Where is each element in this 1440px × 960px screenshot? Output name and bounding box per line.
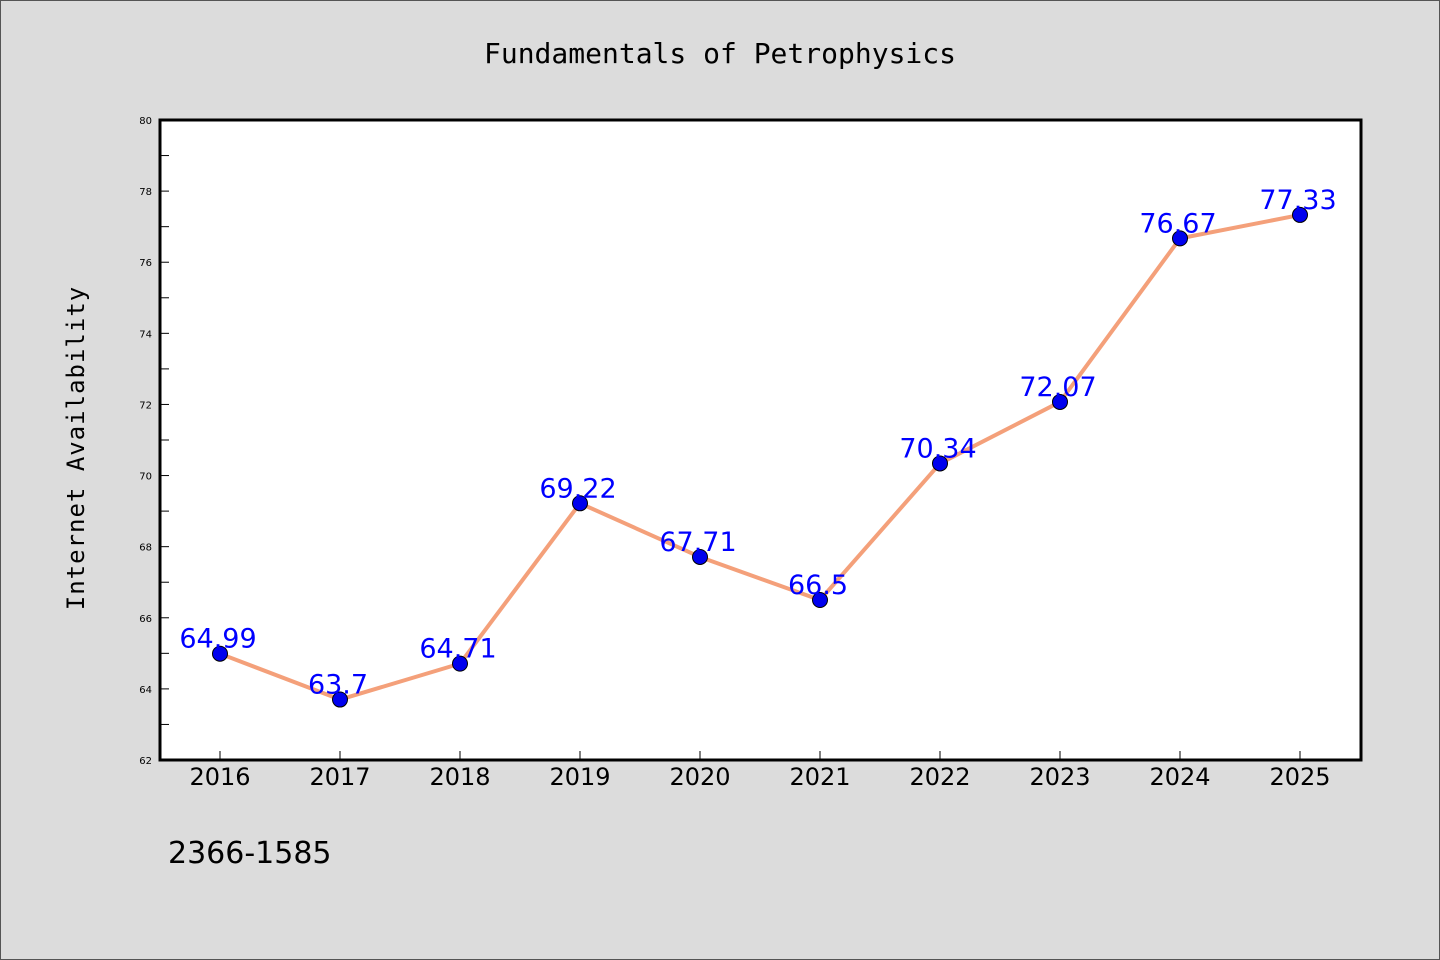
data-label: 63.7 [308, 670, 368, 701]
data-point [1052, 393, 1068, 410]
y-tick-label: 64 [139, 685, 152, 696]
data-point [452, 655, 468, 672]
y-axis-label: Internet Availability [62, 286, 90, 610]
data-label: 67.71 [659, 527, 736, 558]
data-label: 66.5 [788, 570, 848, 601]
data-point [572, 495, 588, 512]
y-tick-label: 74 [139, 329, 152, 340]
x-axis: 2016 2017 2018 2019 2020 2021 2022 2023 2024 2025 [189, 751, 1331, 791]
y-tick-label: 68 [139, 543, 152, 554]
data-point [812, 592, 828, 608]
data-label: 76.67 [1139, 208, 1216, 239]
x-tick-label: 2016 [189, 763, 250, 791]
series-line [219, 212, 1301, 702]
data-point [692, 548, 708, 565]
x-tick-label: 2020 [669, 763, 730, 791]
x-tick-label: 2022 [909, 763, 970, 791]
data-label: 72.07 [1019, 372, 1096, 403]
data-point [212, 645, 228, 662]
data-label: 77.33 [1259, 185, 1336, 216]
x-tick-label: 2017 [309, 763, 370, 791]
data-label: 64.99 [179, 624, 256, 655]
chart-annotation: 2366-1585 [168, 836, 332, 871]
x-tick-label: 2024 [1149, 763, 1210, 791]
data-point [332, 691, 348, 708]
y-tick-label: 70 [139, 472, 152, 483]
data-label: 69.22 [539, 473, 616, 504]
x-tick-label: 2019 [549, 763, 610, 791]
data-point [932, 455, 948, 472]
y-tick-label: 72 [139, 400, 152, 411]
y-tick-label: 66 [139, 614, 152, 625]
data-labels: 64.99 63.7 64.71 69.22 67.71 66.5 70.34 72.07 76… [179, 185, 1336, 701]
y-tick-label: 76 [139, 258, 152, 269]
chart-title: Fundamentals of Petrophysics [484, 37, 956, 70]
x-tick-label: 2025 [1269, 763, 1330, 791]
x-tick-label: 2021 [789, 763, 850, 791]
y-tick-label: 80 [139, 116, 152, 127]
y-tick-label: 62 [139, 756, 152, 767]
data-point [1292, 206, 1308, 223]
y-tick-label: 78 [139, 187, 152, 198]
series-line-group [212, 206, 1308, 708]
data-point [1172, 230, 1188, 247]
data-label: 64.71 [419, 634, 496, 665]
y-axis: 62 64 66 68 70 72 74 76 78 80 [139, 116, 169, 767]
plot-area [158, 118, 1363, 762]
data-label: 70.34 [899, 433, 976, 464]
x-tick-label: 2023 [1029, 763, 1090, 791]
x-tick-label: 2018 [429, 763, 490, 791]
